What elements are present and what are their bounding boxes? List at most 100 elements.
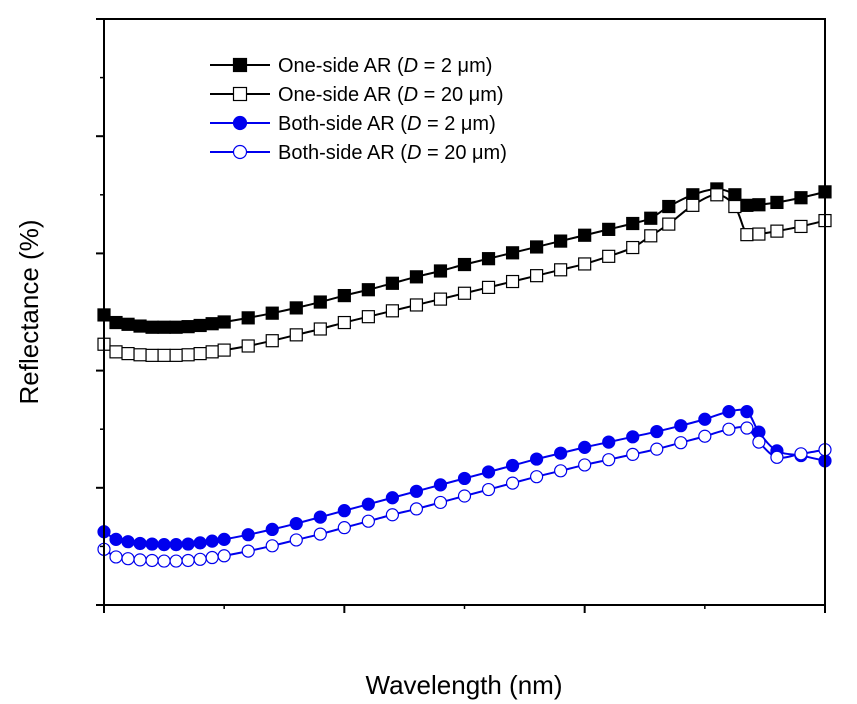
series-2-point-33 (728, 199, 742, 214)
legend-label-3: Both-side AR (D = 2 μm) (278, 113, 496, 135)
series-4-point-16 (337, 521, 351, 535)
series-3-point-33 (740, 405, 754, 419)
series-2-point-37 (794, 219, 808, 234)
legend-label-4-part-4: μ (472, 142, 484, 164)
legend-label-3-part-1: Both-side AR ( (278, 113, 407, 135)
series-4-point-6 (157, 554, 171, 568)
legend-label-1-part-2: D (404, 55, 418, 77)
series-4-point-29 (650, 442, 664, 456)
series-4 (97, 421, 832, 568)
series-2-point-20 (433, 292, 448, 306)
series-1-point-14 (289, 301, 303, 315)
series-4-point-14 (289, 533, 303, 547)
series-1-point-23 (505, 246, 520, 260)
legend-label-4: Both-side AR (D = 20 μm) (278, 142, 507, 164)
series-1-point-30 (662, 199, 676, 214)
legend-label-4-part-1: Both-side AR ( (278, 142, 407, 164)
series-3-point-13 (265, 522, 279, 537)
legend-marker-1 (232, 57, 248, 73)
series-4-point-10 (205, 550, 219, 565)
series-3-point-16 (337, 504, 351, 518)
series-4-point-23 (505, 476, 520, 490)
series-3-point-31 (698, 412, 712, 426)
series-4-point-35 (770, 450, 784, 464)
series-1-point-37 (794, 191, 808, 205)
series-2-point-24 (529, 269, 544, 283)
series-4-point-22 (481, 482, 496, 497)
series-1-point-6 (157, 320, 171, 334)
series-1-point-36 (770, 195, 784, 210)
series-4-point-30 (674, 436, 688, 450)
series-1-point-3 (121, 317, 135, 331)
legend-label-1-part-5: m) (469, 55, 492, 77)
series-1-point-7 (169, 320, 183, 334)
series-4-point-5 (145, 553, 159, 568)
series-2-point-6 (157, 348, 171, 362)
legend-label-4-part-3: = 20 (421, 142, 472, 164)
series-3-point-2 (109, 532, 123, 546)
series-1-point-4 (133, 319, 147, 333)
series-2-point-36 (770, 224, 784, 238)
series-1-point-33 (728, 188, 742, 202)
legend-label-2-part-5: m) (480, 84, 503, 106)
series-1-point-10 (205, 317, 219, 331)
series-4-point-36 (794, 447, 808, 461)
series-2-point-23 (505, 274, 520, 289)
legend-label-2-part-1: One-side AR ( (278, 84, 404, 106)
series-2-point-16 (337, 315, 351, 330)
series-2-point-2 (109, 345, 123, 359)
series-2-point-29 (644, 229, 658, 243)
series-4-point-11 (217, 549, 231, 563)
series-3-point-9 (193, 536, 207, 550)
series-2-point-8 (181, 348, 195, 362)
series-3-point-27 (602, 435, 616, 449)
series-1-point-11 (217, 315, 231, 329)
legend-label-2: One-side AR (D = 20 μm) (278, 84, 504, 106)
series-3-point-25 (554, 446, 568, 460)
series-4-point-3 (121, 552, 135, 566)
legend-label-4-part-2: D (407, 142, 421, 164)
legend-marker-2 (232, 86, 248, 102)
series-2-point-19 (409, 298, 424, 312)
series-2-point-4 (133, 348, 147, 362)
series-2-point-31 (686, 198, 700, 212)
series-2-point-5 (145, 348, 159, 362)
series-2-point-17 (361, 310, 375, 324)
series-4-point-28 (626, 447, 640, 461)
series-1-point-24 (529, 240, 544, 254)
series-2-point-7 (169, 348, 183, 362)
series-3-point-29 (650, 424, 664, 439)
series-3-point-26 (578, 440, 592, 454)
y-axis-title: Reflectance (%) (14, 220, 44, 405)
series-2-point-34 (740, 228, 754, 242)
series-1-point-13 (265, 306, 279, 320)
series-4-point-18 (385, 508, 399, 522)
series-1 (97, 182, 832, 334)
series-1-point-2 (109, 315, 123, 330)
series-1-point-16 (337, 288, 351, 303)
series-3-point-28 (626, 430, 640, 444)
series-4-point-9 (193, 552, 207, 566)
series-1-point-22 (481, 252, 496, 266)
series-3-point-20 (433, 478, 448, 492)
series-3-point-30 (674, 419, 688, 433)
legend-item-4: Both-side AR (D = 20 μm) (210, 142, 507, 164)
x-axis-title: Wavelength (nm) (366, 670, 563, 700)
series-3-point-32 (722, 405, 736, 419)
series-4-point-31 (698, 429, 712, 443)
series-3-point-7 (169, 538, 183, 552)
series-3-point-4 (133, 536, 147, 551)
series-4-point-26 (578, 458, 592, 472)
legend-label-3-part-2: D (407, 113, 421, 135)
legend-label-3-part-4: μ (461, 113, 473, 135)
series-3-point-10 (205, 534, 219, 548)
series-4-point-4 (133, 553, 147, 567)
series-3-point-12 (241, 528, 255, 542)
legend-marker-4 (232, 144, 248, 160)
series-4-point-21 (457, 489, 472, 503)
series-3-point-6 (157, 538, 171, 552)
series-1-point-5 (145, 320, 159, 334)
series-3-point-14 (289, 516, 303, 531)
legend-item-1: One-side AR (D = 2 μm) (210, 55, 492, 77)
